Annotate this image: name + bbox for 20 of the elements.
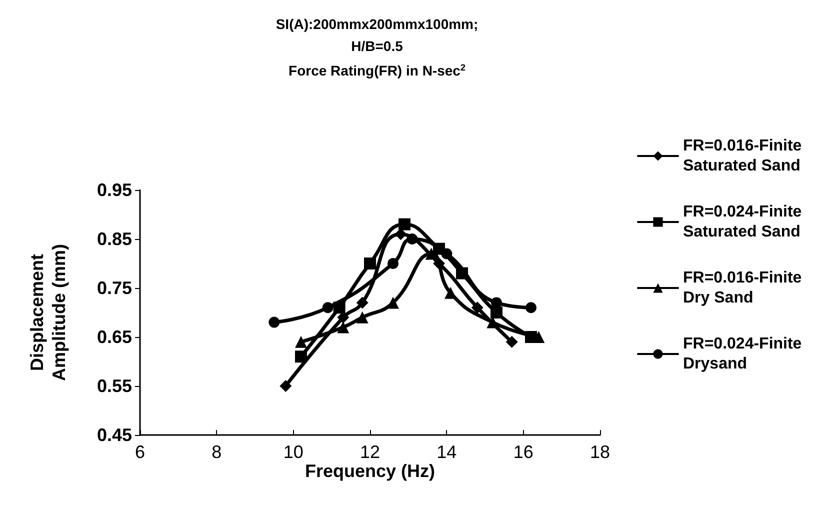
y-tick-label: 0.45 — [96, 425, 132, 445]
x-tick-label: 10 — [283, 442, 304, 462]
x-axis-title: Frequency (Hz) — [304, 460, 436, 481]
x-tick-label: 12 — [360, 442, 380, 462]
x-tick-label: 8 — [212, 442, 222, 462]
legend-label: FR=0.024-Finite Drysand — [683, 336, 806, 372]
x-tick-label: 16 — [513, 442, 534, 462]
legend-label: FR=0.024-Finite Saturated Sand — [683, 204, 806, 240]
x-tick-label: 14 — [436, 442, 457, 462]
legend-label: FR=0.016-Finite Dry Sand — [683, 270, 806, 306]
legend-label: FR=0.016-Finite Saturated Sand — [683, 138, 806, 174]
y-axis-title: Displacement Amplitude (mm) — [27, 244, 69, 381]
y-tick-label: 0.75 — [96, 278, 132, 298]
x-tick-label: 18 — [590, 442, 610, 462]
y-tick-label: 0.55 — [96, 376, 132, 396]
x-tick-label: 6 — [134, 442, 146, 462]
y-tick-label: 0.65 — [96, 327, 132, 347]
chart-title: SI(A):200mmx200mmx100mm; H/B=0.5 — [276, 16, 478, 54]
y-tick-label: 0.85 — [96, 229, 132, 249]
y-tick-label: 0.95 — [96, 180, 132, 200]
